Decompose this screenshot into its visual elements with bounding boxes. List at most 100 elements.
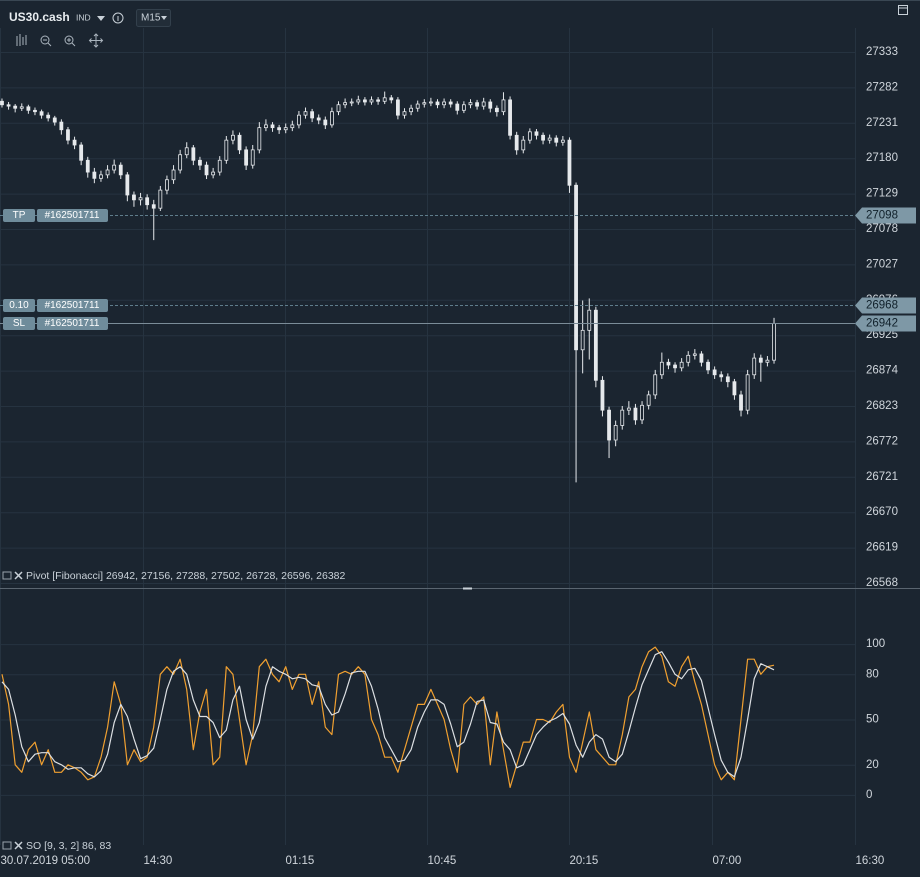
level-label: SL #162501711: [3, 317, 108, 330]
y-tick-label: 80: [866, 668, 879, 680]
y-tick-label: 0: [866, 789, 872, 801]
y-tick-label: 26874: [866, 365, 899, 377]
x-tick-label: 07:00: [713, 855, 742, 867]
level-ticket-text: #162501711: [45, 318, 100, 329]
chart-type-icon[interactable]: [16, 34, 27, 46]
candle-body: [66, 129, 70, 141]
candle-body: [765, 359, 770, 363]
candle-body: [33, 109, 37, 113]
so-legend-text: SO [9, 3, 2] 86, 83: [26, 840, 111, 852]
candle-body: [264, 124, 268, 129]
candle-body: [336, 104, 341, 113]
candle-body: [132, 194, 136, 201]
candle-body: [211, 171, 216, 176]
candle-body: [752, 357, 757, 376]
maximize-icon[interactable]: [898, 5, 908, 15]
y-tick-label: 27078: [866, 223, 898, 235]
candle-body: [732, 381, 737, 396]
so-legend: SO [9, 3, 2] 86, 83: [2, 840, 111, 852]
toolbar: [16, 33, 104, 48]
y-tick-label: 26823: [866, 400, 898, 412]
candle-body: [541, 134, 545, 141]
ui-layer: US30.cash IND M15 Pivot [Fibonacci] 2694…: [0, 5, 920, 852]
grid-layer: [0, 28, 856, 845]
legend-icon[interactable]: [2, 571, 12, 580]
y-tick-label: 26925: [866, 329, 898, 341]
candle-body: [593, 309, 598, 381]
candle-body: [686, 354, 691, 363]
candle-body: [310, 111, 315, 119]
legend-icon[interactable]: [2, 841, 12, 850]
symbol-dropdown[interactable]: [97, 16, 105, 21]
zoom-in-icon[interactable]: [64, 35, 74, 45]
candle-body: [739, 394, 743, 411]
candle-body: [118, 164, 123, 176]
candle-body: [699, 353, 704, 363]
candle-body: [46, 114, 51, 119]
candle-body: [250, 149, 255, 166]
candle-body: [349, 101, 354, 104]
legend-close[interactable]: [14, 571, 23, 580]
candle-body: [488, 101, 493, 109]
candle-body: [659, 361, 664, 376]
price-tag-shape: [855, 315, 916, 332]
level-label: 0.10 #162501711: [3, 299, 108, 312]
candle-body: [646, 394, 651, 406]
price-tag-text: 27098: [866, 210, 898, 222]
candle-body: [244, 149, 249, 166]
level-ticket-box: [37, 317, 108, 330]
candle-body: [6, 104, 11, 107]
candle-body: [560, 139, 565, 143]
zoom-in-glyph: [67, 38, 76, 47]
level-ticket-text: #162501711: [45, 300, 100, 311]
candle-body: [613, 425, 618, 441]
candle-body: [158, 189, 163, 209]
candle-body: [184, 147, 189, 156]
y-tick-label: 100: [866, 638, 885, 650]
candle-body: [679, 361, 684, 369]
candle-body: [468, 102, 473, 106]
timeframe-button[interactable]: [136, 9, 171, 27]
price-tag-shape: [855, 207, 916, 224]
y-tick-label: 27333: [866, 46, 898, 58]
so-line: [1, 651, 775, 778]
level-label-box: [3, 299, 35, 312]
y-tick-label: 26568: [866, 577, 898, 589]
level-label-text: 0.10: [9, 300, 29, 311]
candle-body: [165, 179, 169, 191]
candle-body: [19, 106, 24, 109]
candle-body: [0, 100, 4, 106]
candle-body: [297, 114, 301, 126]
y-tick-label: 27027: [866, 258, 898, 270]
candle-body: [382, 97, 387, 102]
candle-body: [534, 131, 539, 136]
x-tick-label: 20:15: [570, 855, 599, 867]
candle-body: [402, 111, 407, 116]
zoom-out-icon[interactable]: [40, 35, 50, 45]
candle-body: [138, 197, 143, 201]
candle-body: [712, 369, 717, 376]
candle-body: [725, 376, 730, 383]
candle-body: [607, 409, 611, 441]
candle-body: [105, 169, 110, 176]
price-tag: 26942: [855, 315, 916, 332]
level-label-box: [3, 317, 35, 330]
info-icon[interactable]: [112, 12, 124, 24]
timeframe: M15: [141, 13, 161, 24]
so-line: [1, 646, 775, 789]
x-tick-label: 10:45: [428, 855, 457, 867]
pan-icon[interactable]: [88, 33, 104, 48]
candle-body: [257, 127, 262, 151]
symbol[interactable]: US30.cash: [9, 10, 70, 24]
legend-close[interactable]: [14, 841, 23, 850]
candle-body: [514, 134, 519, 151]
candle-body: [330, 111, 334, 126]
candle-body: [508, 99, 512, 136]
candle-body: [39, 111, 44, 116]
candle-body: [494, 107, 499, 113]
candle-body: [72, 139, 77, 146]
candle-body: [692, 353, 697, 356]
candle-body: [442, 101, 446, 106]
candle-body: [547, 137, 552, 141]
candle-body: [79, 144, 84, 161]
